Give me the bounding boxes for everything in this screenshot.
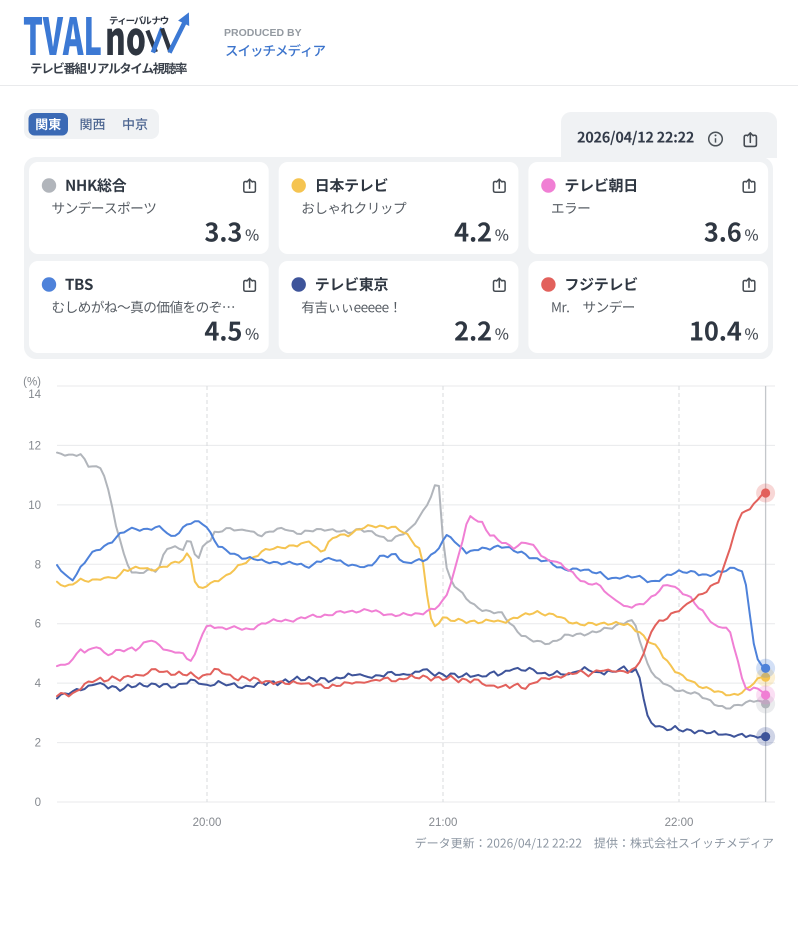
svg-text:2: 2 bbox=[35, 738, 41, 750]
svg-text:20:00: 20:00 bbox=[193, 817, 222, 829]
svg-text:4: 4 bbox=[35, 678, 42, 690]
svg-text:8: 8 bbox=[35, 559, 41, 571]
svg-text:22:00: 22:00 bbox=[665, 817, 694, 829]
svg-text:PRODUCED BY: PRODUCED BY bbox=[224, 27, 302, 39]
svg-text:6: 6 bbox=[35, 619, 41, 631]
svg-text:21:00: 21:00 bbox=[429, 817, 458, 829]
svg-text:14: 14 bbox=[28, 389, 41, 401]
svg-text:10: 10 bbox=[28, 500, 41, 512]
svg-text:12: 12 bbox=[28, 440, 41, 452]
svg-text:0: 0 bbox=[35, 797, 41, 809]
svg-text:(%): (%) bbox=[23, 377, 41, 389]
